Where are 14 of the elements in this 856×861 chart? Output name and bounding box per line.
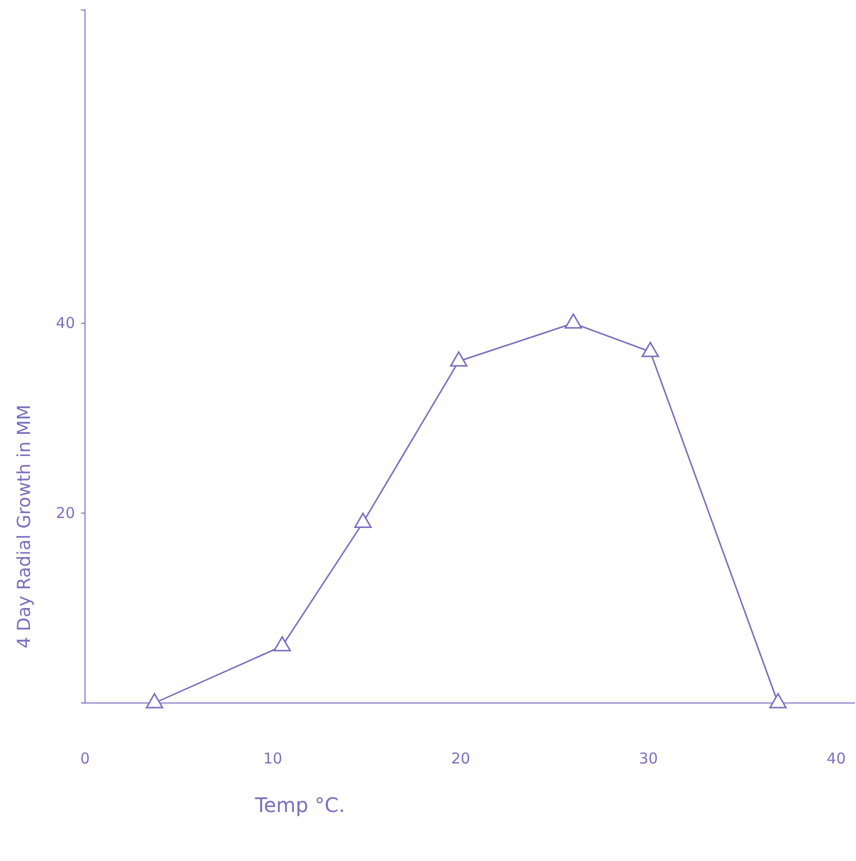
x-tick-label: 0: [80, 750, 90, 768]
x-tick-label: 40: [826, 750, 846, 768]
point: [146, 693, 164, 708]
point: [273, 636, 291, 652]
y-axis-title: 4 Day Radial Growth in MM: [14, 404, 35, 648]
x-tick-label: 20: [451, 750, 470, 768]
point: [450, 351, 468, 367]
point: [564, 313, 582, 329]
x-tick-label: 10: [263, 750, 282, 768]
point: [769, 693, 787, 708]
point: [354, 512, 372, 528]
x-axis-title: Temp °C.: [254, 793, 345, 817]
x-tick-label: 30: [638, 750, 658, 768]
point: [642, 342, 660, 358]
